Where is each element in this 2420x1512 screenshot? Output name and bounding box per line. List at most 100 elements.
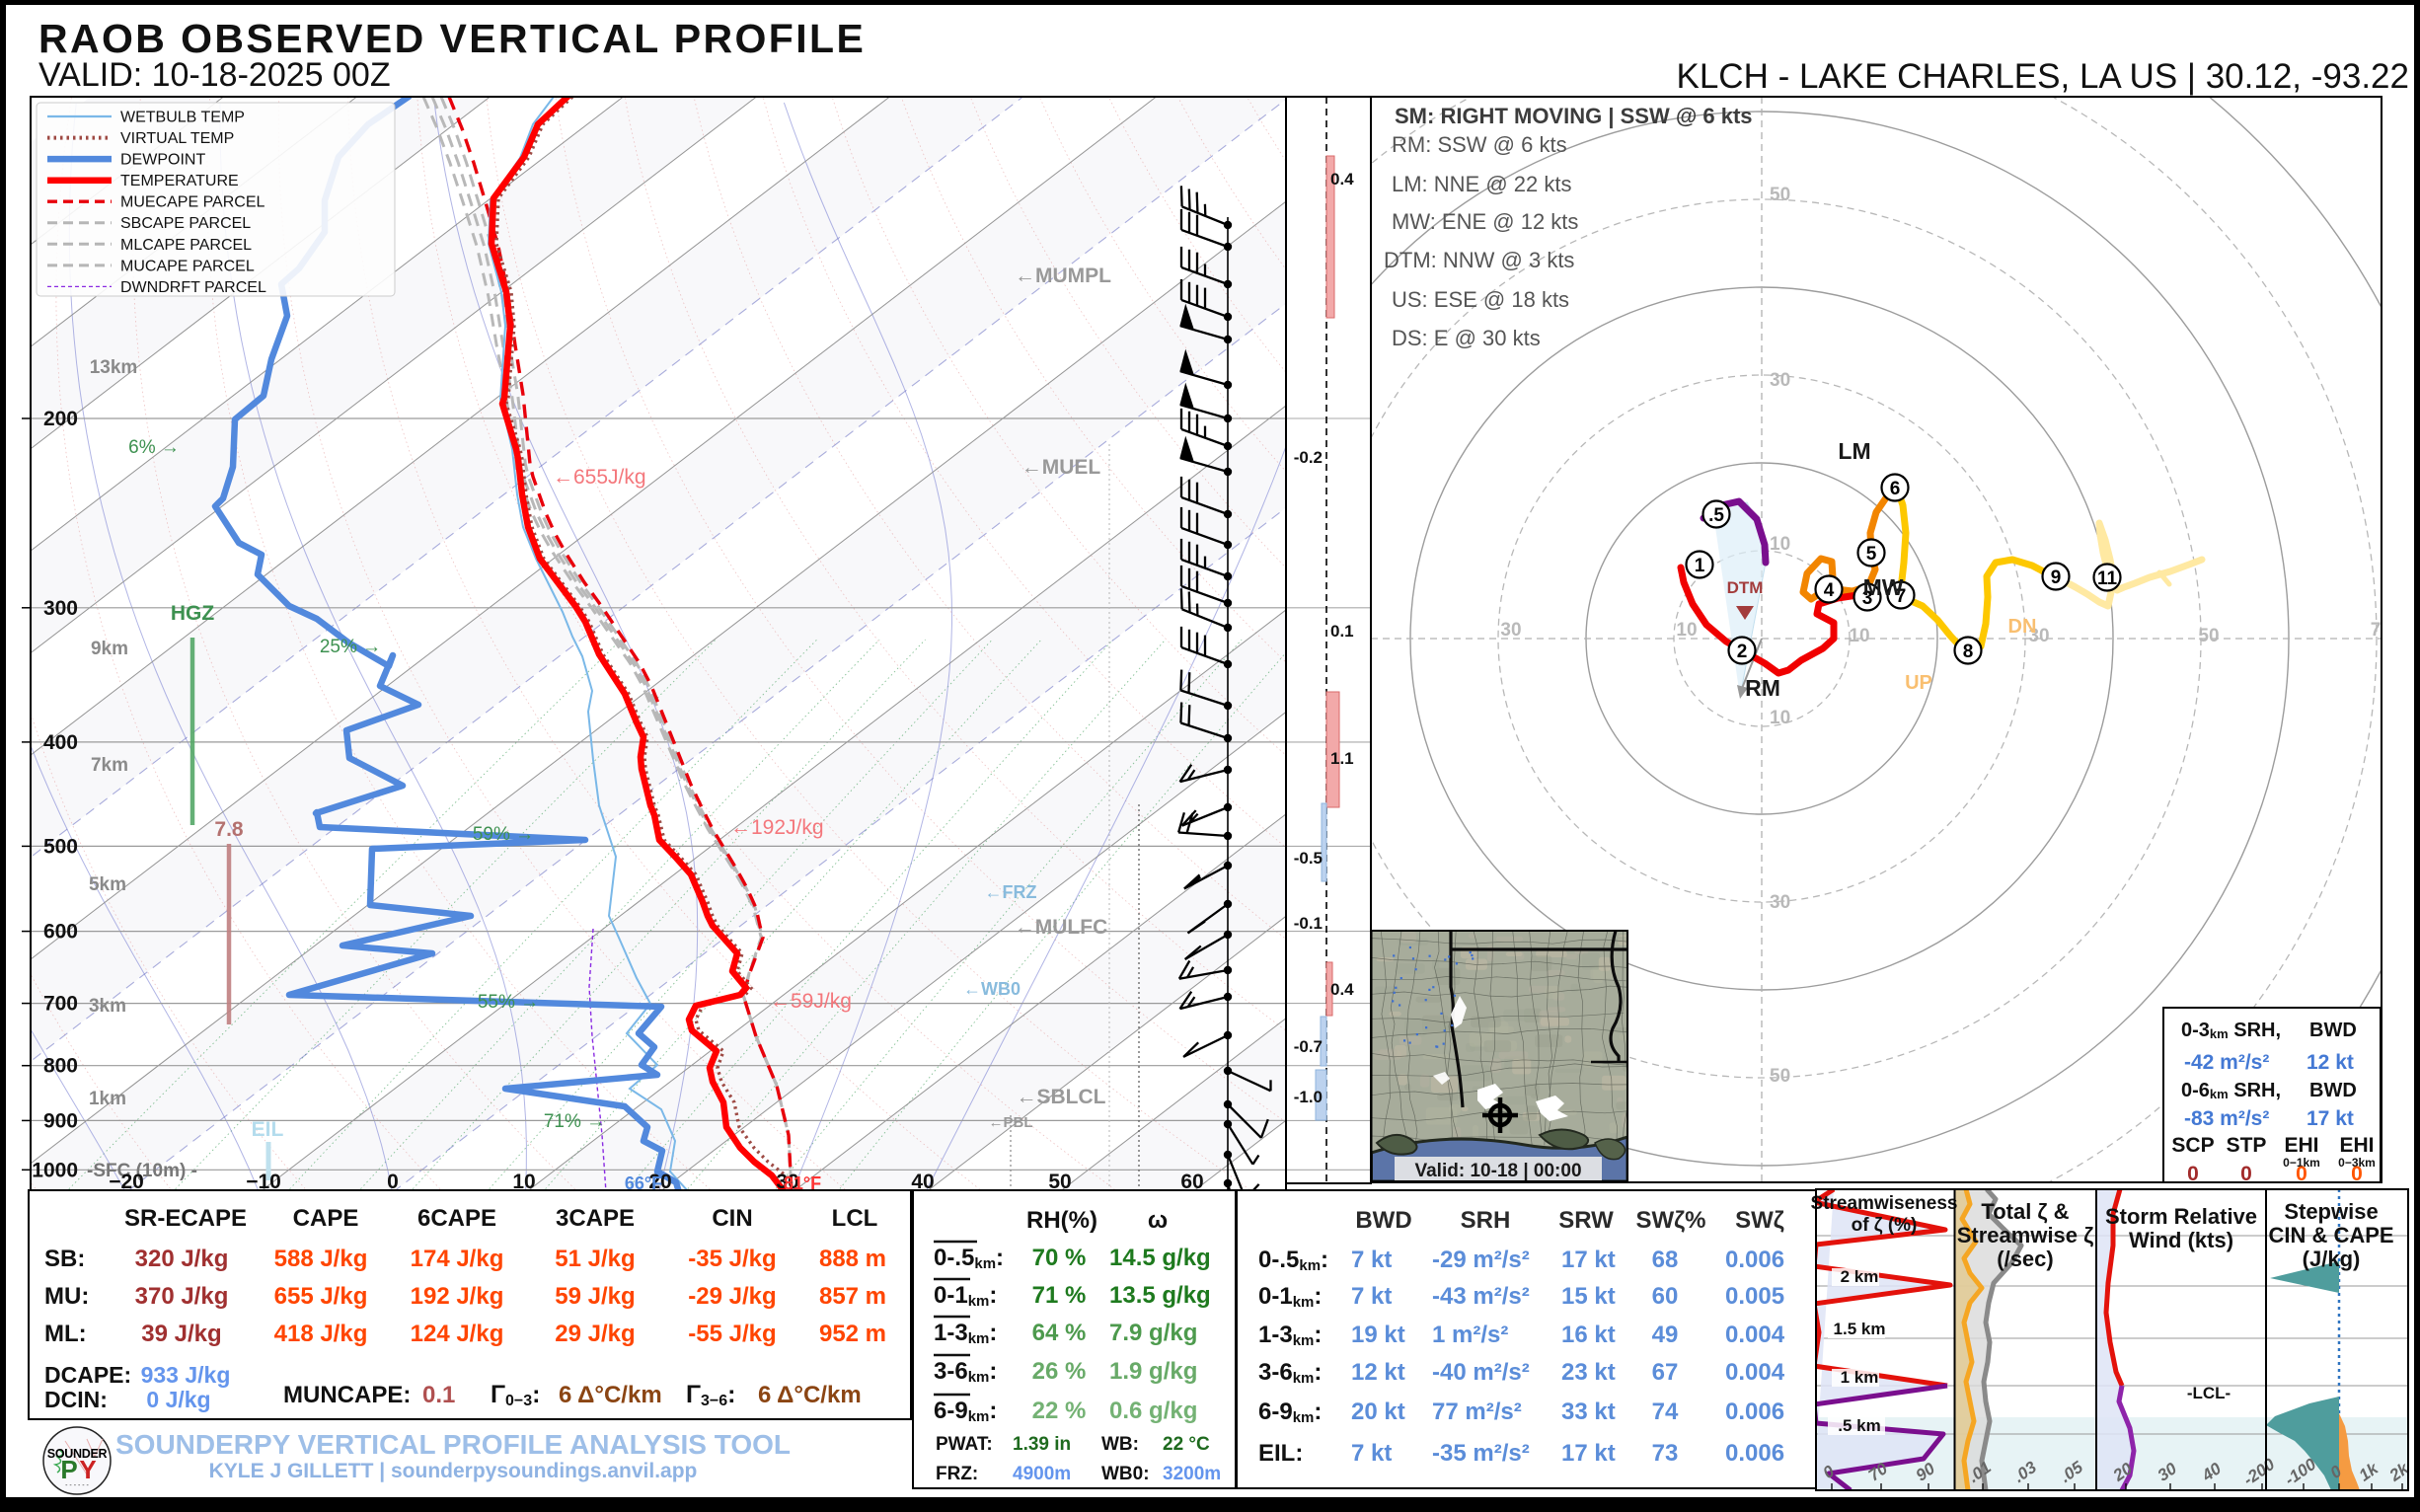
svg-text:LM: LM [1838,438,1870,464]
svg-text:17 kt: 17 kt [2307,1107,2354,1130]
svg-text:RM: SSW @ 6 kts: RM: SSW @ 6 kts [1392,132,1567,157]
svg-text:0-1km:: 0-1km: [934,1282,997,1310]
svg-text:0.004: 0.004 [1725,1359,1785,1386]
svg-text:50: 50 [1770,185,1790,205]
svg-text:22 °C: 22 °C [1163,1434,1210,1455]
svg-text:DCIN:: DCIN: [44,1387,108,1412]
svg-text:SM: RIGHT MOVING | SSW @ 6 kts: SM: RIGHT MOVING | SSW @ 6 kts [1395,104,1753,128]
svg-text:LM: NNE @ 22 kts: LM: NNE @ 22 kts [1392,172,1572,196]
svg-text:19 kt: 19 kt [1351,1322,1405,1348]
svg-text:-SFC (10m) -: -SFC (10m) - [87,1161,197,1181]
svg-text:4900m: 4900m [1013,1464,1071,1484]
svg-text:0.005: 0.005 [1725,1283,1784,1310]
svg-text:SOUNDER: SOUNDER [47,1447,108,1461]
svg-text:LCL: LCL [832,1205,878,1232]
svg-text:0: 0 [387,1171,399,1193]
svg-text:6 Δ°C/km: 6 Δ°C/km [758,1382,862,1408]
svg-text:655 J/kg: 655 J/kg [274,1283,368,1310]
svg-text:30: 30 [1500,620,1521,641]
svg-text:-42 m²/s²: -42 m²/s² [2184,1051,2269,1074]
svg-text:EHI: EHI [2339,1134,2374,1157]
svg-text:8: 8 [1963,642,1974,662]
svg-text:77 m²/s²: 77 m²/s² [1432,1399,1522,1425]
svg-text:0.006: 0.006 [1725,1440,1784,1467]
svg-text:0.1: 0.1 [422,1382,455,1408]
svg-text:952 m: 952 m [819,1321,886,1347]
svg-text:←SBLCL: ←SBLCL [1017,1086,1106,1108]
svg-text:73: 73 [1652,1440,1679,1467]
svg-text:12 kt: 12 kt [2307,1051,2354,1074]
svg-text:2: 2 [1737,642,1748,662]
svg-text:6-9km:: 6-9km: [934,1398,997,1425]
svg-text:←59J/kg: ←59J/kg [770,990,852,1013]
svg-text:49: 49 [1652,1322,1679,1348]
svg-text:←192J/kg: ←192J/kg [730,816,824,839]
svg-text:7.8: 7.8 [214,818,244,841]
svg-text:3-6km:: 3-6km: [934,1358,997,1386]
svg-text:MW: ENE @ 12 kts: MW: ENE @ 12 kts [1392,209,1578,234]
svg-text:0.4: 0.4 [1330,980,1354,999]
svg-text:0: 0 [2351,1163,2363,1185]
svg-text:DN: DN [2008,616,2037,638]
svg-text:192 J/kg: 192 J/kg [411,1283,504,1310]
svg-text:1.9 g/kg: 1.9 g/kg [1109,1358,1197,1385]
svg-text:1.1: 1.1 [1330,749,1354,768]
svg-text:-29 J/kg: -29 J/kg [688,1283,776,1310]
svg-text:857 m: 857 m [819,1283,886,1310]
svg-text:7: 7 [2371,620,2382,641]
svg-text:Streamwise ζ: Streamwise ζ [1957,1223,2094,1247]
svg-text:MUCAPE PARCEL: MUCAPE PARCEL [120,258,255,274]
svg-text:66°F: 66°F [625,1173,662,1193]
svg-text:23 kt: 23 kt [1561,1359,1616,1386]
svg-text:1 km: 1 km [1841,1368,1879,1387]
svg-text:−10: −10 [246,1171,281,1193]
svg-text:CIN: CIN [712,1205,752,1232]
svg-text:5: 5 [1866,544,1877,565]
svg-text:VIRTUAL TEMP: VIRTUAL TEMP [120,130,234,147]
svg-text:15 kt: 15 kt [1561,1283,1616,1310]
svg-text:-0.1: -0.1 [1294,914,1323,933]
svg-text:SRW: SRW [1558,1207,1614,1234]
svg-text:SWζ%: SWζ% [1635,1207,1705,1234]
svg-text:DTM: DTM [1727,578,1764,597]
svg-text:10: 10 [1849,626,1869,646]
svg-text:10: 10 [512,1171,535,1193]
svg-text:DWNDRFT PARCEL: DWNDRFT PARCEL [120,279,266,296]
svg-text:SOUNDERPY VERTICAL PROFILE ANA: SOUNDERPY VERTICAL PROFILE ANALYSIS TOOL [115,1429,791,1460]
svg-text:STP: STP [2227,1134,2267,1157]
svg-text:30: 30 [1770,892,1790,913]
svg-text:59 J/kg: 59 J/kg [555,1283,635,1310]
svg-text:Wind (kts): Wind (kts) [2129,1228,2233,1252]
svg-text:1km: 1km [89,1089,126,1109]
svg-text:-29 m²/s²: -29 m²/s² [1432,1247,1530,1273]
svg-text:PWAT:: PWAT: [936,1434,993,1455]
svg-text:60: 60 [1652,1283,1679,1310]
svg-text:3km: 3km [89,996,126,1017]
svg-text:←MUMPL: ←MUMPL [1015,265,1111,287]
svg-text:3-6km:: 3-6km: [1258,1359,1322,1387]
svg-text:71% →: 71% → [544,1111,605,1132]
svg-text:26 %: 26 % [1032,1358,1087,1385]
svg-text:Streamwiseness: Streamwiseness [1811,1193,1958,1214]
svg-text:3: 3 [1862,588,1873,609]
svg-text:124 J/kg: 124 J/kg [411,1321,504,1347]
svg-text:200: 200 [43,408,78,430]
svg-text:Total ζ &: Total ζ & [1981,1199,2069,1224]
svg-text:SB:: SB: [44,1246,85,1272]
svg-text:DS: E @ 30 kts: DS: E @ 30 kts [1392,326,1541,350]
svg-text:BWD: BWD [1355,1207,1411,1234]
svg-text:(J/kg): (J/kg) [2303,1247,2361,1271]
svg-text:-35 J/kg: -35 J/kg [688,1246,776,1272]
svg-text:400: 400 [43,731,78,754]
svg-text:20: 20 [648,1171,671,1193]
svg-text:700: 700 [43,993,78,1016]
svg-text:6 Δ°C/km: 6 Δ°C/km [559,1382,662,1408]
svg-text:-0.7: -0.7 [1294,1037,1323,1056]
svg-text:2 km: 2 km [1841,1267,1879,1286]
svg-text:SBCAPE PARCEL: SBCAPE PARCEL [120,215,251,232]
svg-text:60: 60 [1180,1171,1203,1193]
svg-text:81°F: 81°F [784,1173,821,1193]
svg-text:CAPE: CAPE [293,1205,359,1232]
svg-text:70 %: 70 % [1032,1245,1087,1271]
svg-text:50: 50 [1770,1066,1790,1087]
